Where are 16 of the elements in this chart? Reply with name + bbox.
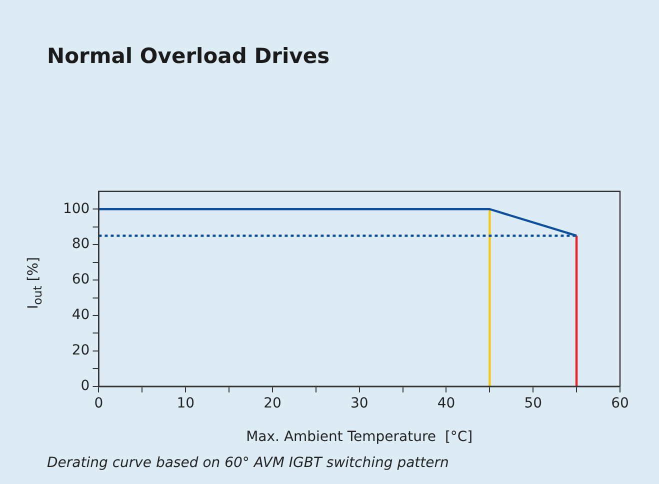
chart-title: Normal Overload Drives — [47, 44, 330, 68]
x-tick-label: 0 — [94, 395, 104, 412]
y-tick-label: 20 — [72, 342, 90, 359]
text: Derating curve based on 60° AVM IGBT switching pattern — [47, 455, 449, 471]
x-tick-label: 30 — [350, 395, 368, 412]
y-tick-label: 40 — [72, 307, 90, 324]
x-tick-label: 50 — [524, 395, 542, 412]
x-tick-label: 10 — [176, 395, 195, 412]
y-tick-label: 100 — [62, 200, 90, 217]
x-tick-label: 40 — [437, 395, 456, 412]
y-tick-label: 60 — [72, 272, 90, 288]
y-tick-label: 80 — [72, 236, 90, 252]
x-tick-label: 60 — [611, 395, 629, 412]
x-axis-title: Max. Ambient Temperature [°C] — [246, 429, 473, 446]
x-tick-label: 20 — [264, 395, 282, 412]
y-tick-label: 0 — [80, 378, 90, 394]
